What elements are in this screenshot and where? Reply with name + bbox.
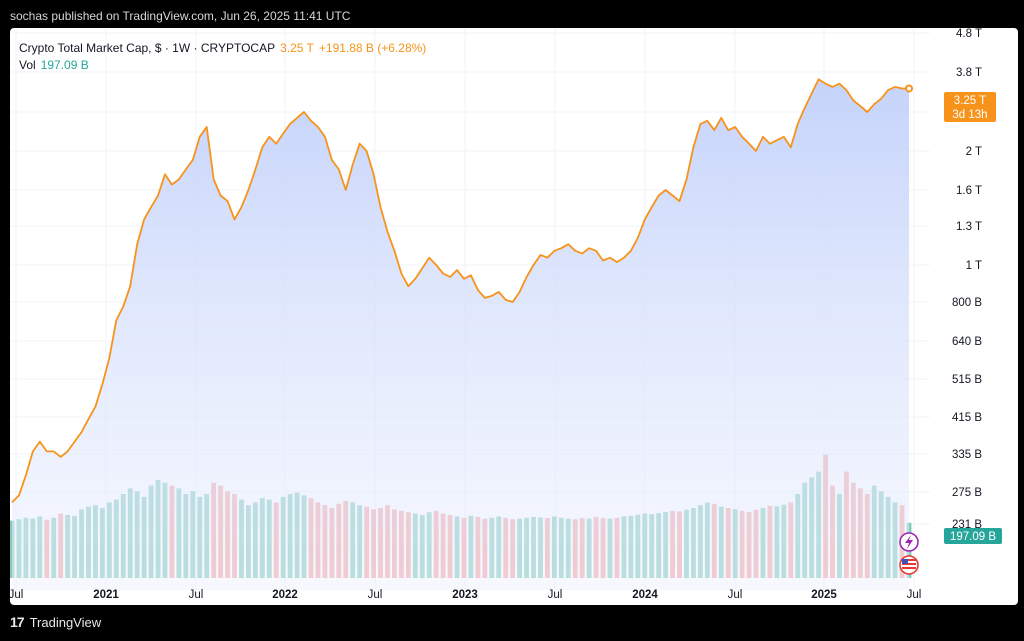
x-tick-label: Jul: [907, 589, 922, 601]
volume-value: 197.09 B: [40, 57, 89, 72]
price-badge: 3.25 T 3d 13h: [944, 92, 996, 122]
y-tick-label: 335 B: [952, 449, 982, 461]
y-tick-label: 515 B: [952, 374, 982, 386]
us-flag-icon[interactable]: [899, 555, 919, 575]
price-badge-value: 3.25 T: [954, 95, 986, 107]
price-badge-countdown: 3d 13h: [952, 109, 987, 121]
y-tick-label: 4.8 T: [956, 28, 982, 40]
time-axis[interactable]: Jul 2021 Jul 2022 Jul 2023 Jul 2024 Jul 2025 Jul: [10, 589, 921, 601]
volume-badge: 197.09 B: [944, 528, 1002, 544]
y-tick-label: 1.6 T: [956, 185, 982, 197]
y-tick-label: 275 B: [952, 487, 982, 499]
footer-brand: 17 TradingView: [10, 614, 101, 630]
y-tick-label: 640 B: [952, 336, 982, 348]
y-tick-label: 2 T: [966, 146, 982, 158]
y-tick-label: 1 T: [966, 260, 982, 272]
symbol-label[interactable]: Crypto Total Market Cap, $ · 1W · CRYPTO…: [19, 40, 276, 55]
market-cap-area: [12, 79, 909, 590]
x-tick-label: 2021: [93, 589, 119, 601]
footer-label: TradingView: [29, 614, 102, 630]
x-tick-label: Jul: [10, 589, 23, 601]
change-value: +191.88 B (+6.28%): [318, 40, 427, 55]
x-tick-label: Jul: [728, 589, 743, 601]
last-value: 3.25 T: [280, 40, 314, 55]
x-tick-label: Jul: [189, 589, 204, 601]
y-tick-label: 1.3 T: [956, 221, 982, 233]
x-tick-label: Jul: [368, 589, 383, 601]
x-tick-label: 2024: [632, 589, 658, 601]
x-tick-label: 2022: [272, 589, 298, 601]
last-price-dot: [905, 84, 913, 93]
y-tick-label: 3.8 T: [956, 67, 982, 79]
volume-label[interactable]: Vol: [19, 57, 36, 72]
chart-legend: Crypto Total Market Cap, $ · 1W · CRYPTO…: [19, 39, 426, 73]
volume-badge-value: 197.09 B: [950, 531, 996, 543]
x-tick-label: 2025: [811, 589, 837, 601]
y-tick-label: 415 B: [952, 412, 982, 424]
market-cap-line: [11, 78, 909, 503]
flash-icon[interactable]: [899, 532, 919, 552]
publisher-caption: sochas published on TradingView.com, Jun…: [10, 9, 351, 23]
x-tick-label: 2023: [452, 589, 478, 601]
x-tick-label: Jul: [548, 589, 563, 601]
tradingview-logo-icon: 17: [10, 614, 25, 630]
y-tick-label: 800 B: [952, 297, 982, 309]
